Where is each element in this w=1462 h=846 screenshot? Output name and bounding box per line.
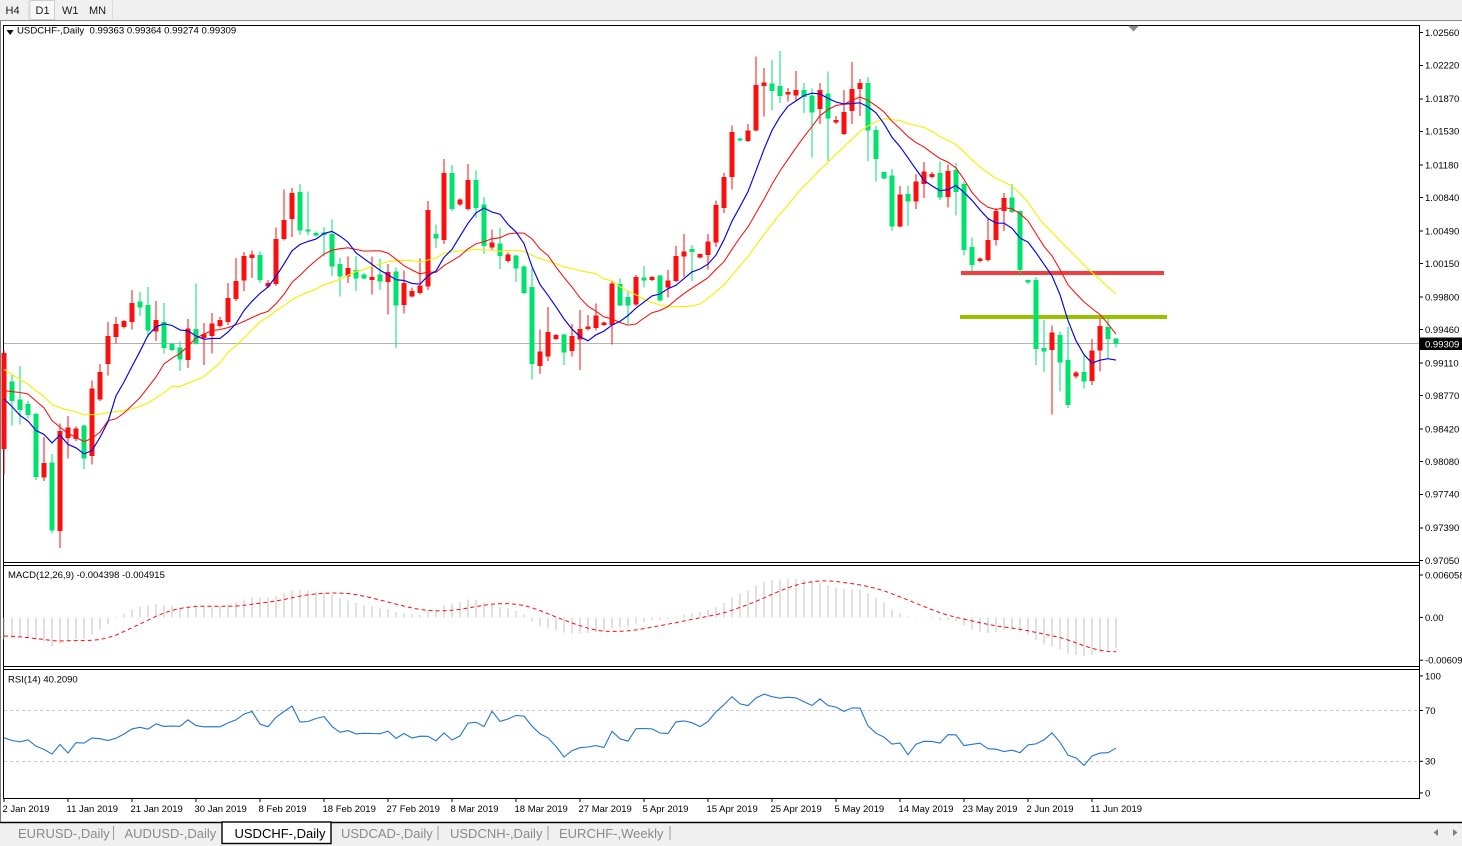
svg-text:H4: H4 (6, 5, 20, 17)
svg-text:0: 0 (1425, 788, 1430, 799)
svg-text:0.98420: 0.98420 (1425, 425, 1459, 436)
svg-text:USDCHF-,Daily 0.99363 0.99364: USDCHF-,Daily 0.99363 0.99364 0.99274 0.… (17, 26, 236, 37)
svg-text:1.01870: 1.01870 (1425, 94, 1459, 105)
svg-text:1.02220: 1.02220 (1425, 61, 1459, 72)
svg-text:5 May 2019: 5 May 2019 (835, 804, 885, 815)
svg-text:1.00150: 1.00150 (1425, 259, 1459, 270)
svg-text:2 Jun 2019: 2 Jun 2019 (1027, 804, 1074, 815)
svg-text:8 Mar 2019: 8 Mar 2019 (451, 804, 499, 815)
svg-text:1.00840: 1.00840 (1425, 193, 1459, 204)
svg-text:USDCHF-,Daily: USDCHF-,Daily (235, 826, 327, 841)
svg-text:RSI(14) 40.2090: RSI(14) 40.2090 (8, 675, 78, 686)
svg-text:15 Apr 2019: 15 Apr 2019 (707, 804, 758, 815)
svg-text:0.99309: 0.99309 (1425, 340, 1459, 351)
svg-text:0.97390: 0.97390 (1425, 523, 1459, 534)
svg-text:0.98770: 0.98770 (1425, 391, 1459, 402)
svg-text:11 Jun 2019: 11 Jun 2019 (1091, 804, 1143, 815)
svg-text:EURUSD-,Daily: EURUSD-,Daily (18, 826, 110, 841)
svg-text:21 Jan 2019: 21 Jan 2019 (131, 804, 183, 815)
svg-text:11 Jan 2019: 11 Jan 2019 (67, 804, 119, 815)
svg-text:1.01180: 1.01180 (1425, 160, 1459, 171)
svg-text:1.00490: 1.00490 (1425, 226, 1459, 237)
svg-text:27 Feb 2019: 27 Feb 2019 (387, 804, 440, 815)
svg-text:0.99800: 0.99800 (1425, 292, 1459, 303)
svg-text:MACD(12,26,9) -0.004398 -0.004: MACD(12,26,9) -0.004398 -0.004915 (8, 570, 165, 581)
svg-text:14 May 2019: 14 May 2019 (899, 804, 954, 815)
svg-text:8 Feb 2019: 8 Feb 2019 (259, 804, 307, 815)
svg-text:D1: D1 (36, 5, 50, 17)
svg-text:0.00: 0.00 (1425, 613, 1444, 624)
svg-text:1.02560: 1.02560 (1425, 28, 1459, 39)
svg-text:5 Apr 2019: 5 Apr 2019 (643, 804, 689, 815)
svg-text:70: 70 (1425, 706, 1436, 717)
svg-text:EURCHF-,Weekly: EURCHF-,Weekly (559, 826, 664, 841)
svg-text:30 Jan 2019: 30 Jan 2019 (195, 804, 247, 815)
svg-text:0.99460: 0.99460 (1425, 325, 1459, 336)
svg-text:AUDUSD-,Daily: AUDUSD-,Daily (125, 826, 217, 841)
svg-text:18 Feb 2019: 18 Feb 2019 (323, 804, 376, 815)
svg-text:0.006058: 0.006058 (1425, 570, 1462, 581)
svg-text:0.98080: 0.98080 (1425, 457, 1459, 468)
svg-text:2 Jan 2019: 2 Jan 2019 (3, 804, 50, 815)
svg-text:USDCAD-,Daily: USDCAD-,Daily (341, 826, 433, 841)
svg-text:0.99110: 0.99110 (1425, 359, 1459, 370)
svg-text:25 Apr 2019: 25 Apr 2019 (771, 804, 822, 815)
svg-text:27 Mar 2019: 27 Mar 2019 (579, 804, 632, 815)
svg-text:-0.006096: -0.006096 (1425, 656, 1462, 667)
svg-text:100: 100 (1425, 671, 1441, 682)
svg-text:0.97050: 0.97050 (1425, 556, 1459, 567)
svg-text:USDCNH-,Daily: USDCNH-,Daily (450, 826, 543, 841)
svg-text:W1: W1 (62, 5, 79, 17)
svg-text:MN: MN (89, 5, 106, 17)
svg-text:1.01530: 1.01530 (1425, 127, 1459, 138)
svg-text:23 May 2019: 23 May 2019 (963, 804, 1018, 815)
svg-text:30: 30 (1425, 757, 1436, 768)
svg-text:18 Mar 2019: 18 Mar 2019 (515, 804, 568, 815)
svg-text:0.97740: 0.97740 (1425, 490, 1459, 501)
